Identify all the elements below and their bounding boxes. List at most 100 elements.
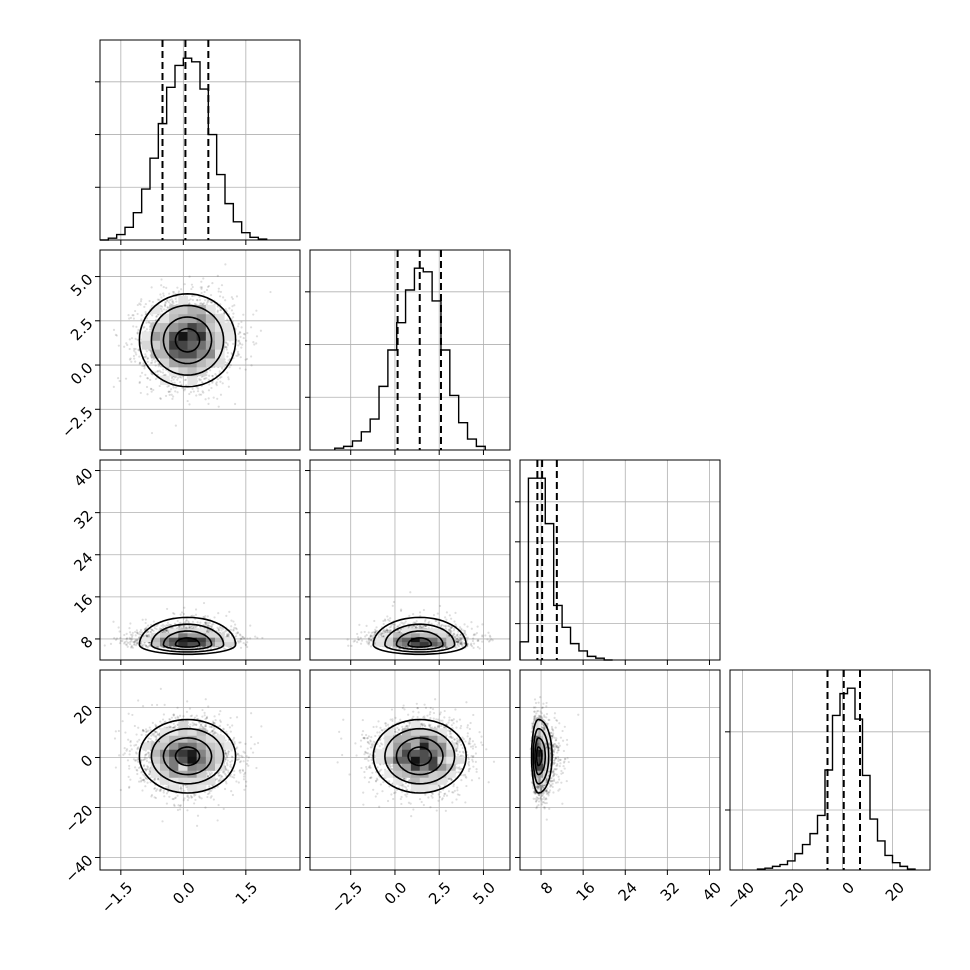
scatter-point xyxy=(246,331,249,335)
density-cell xyxy=(160,349,170,359)
scatter-point xyxy=(198,298,202,302)
panel-content xyxy=(112,263,272,435)
scatter-point xyxy=(162,294,165,297)
scatter-point xyxy=(210,301,214,304)
scatter-point xyxy=(207,389,211,392)
scatter-point xyxy=(227,633,230,636)
density-cell xyxy=(205,304,216,315)
scatter-point xyxy=(165,308,168,312)
density-cell xyxy=(205,322,216,332)
scatter-point xyxy=(229,364,232,367)
density-cell xyxy=(196,357,207,368)
scatter-point xyxy=(230,296,233,299)
density-cell xyxy=(160,340,170,350)
scatter-point xyxy=(183,626,186,629)
scatter-point xyxy=(134,639,138,642)
density-cell xyxy=(178,296,188,306)
scatter-point xyxy=(144,353,147,356)
scatter-point xyxy=(188,302,191,305)
scatter-point xyxy=(139,628,143,632)
scatter-point xyxy=(130,646,133,649)
scatter-point xyxy=(225,614,228,617)
scatter-point xyxy=(152,629,155,632)
scatter-point xyxy=(211,381,214,384)
scatter-point xyxy=(165,629,168,633)
scatter-point xyxy=(149,387,153,390)
scatter-point xyxy=(195,298,199,302)
scatter-point xyxy=(156,298,160,301)
scatter-point xyxy=(219,376,222,379)
scatter-point xyxy=(144,356,147,359)
scatter-point xyxy=(164,373,167,376)
scatter-point xyxy=(135,644,138,647)
scatter-point xyxy=(115,334,118,337)
scatter-point xyxy=(143,364,146,368)
density-cell xyxy=(169,349,179,359)
scatter-point xyxy=(133,642,136,646)
scatter-point xyxy=(138,302,141,305)
scatter-point xyxy=(202,615,205,619)
scatter-point xyxy=(207,397,210,400)
scatter-point xyxy=(206,622,209,625)
scatter-point xyxy=(199,646,202,649)
scatter-point xyxy=(148,299,151,303)
scatter-point xyxy=(201,390,204,393)
scatter-point xyxy=(160,296,163,299)
scatter-point xyxy=(143,627,147,631)
scatter-point xyxy=(146,634,150,637)
scatter-point xyxy=(236,631,240,635)
scatter-point xyxy=(219,308,222,312)
scatter-point xyxy=(183,387,187,391)
scatter-point xyxy=(130,343,133,346)
scatter-point xyxy=(237,344,240,347)
scatter-point xyxy=(203,377,206,380)
scatter-point xyxy=(189,625,193,628)
density-cell xyxy=(150,322,161,332)
scatter-point xyxy=(224,299,227,302)
scatter-point xyxy=(184,620,187,624)
scatter-point xyxy=(166,299,169,302)
scatter-point xyxy=(165,628,168,632)
density-cell xyxy=(224,322,234,332)
scatter-point xyxy=(148,325,152,328)
scatter-point xyxy=(196,299,199,302)
scatter-point xyxy=(145,634,148,637)
scatter-point xyxy=(160,646,163,649)
scatter-point xyxy=(159,370,162,374)
scatter-point xyxy=(166,629,169,632)
scatter-point xyxy=(137,332,140,335)
scatter-point xyxy=(149,623,153,627)
scatter-point xyxy=(150,372,153,375)
scatter-point xyxy=(241,343,244,346)
scatter-point xyxy=(144,373,147,376)
histogram-panel-1 xyxy=(305,249,511,455)
scatter-point xyxy=(136,312,139,316)
scatter-point xyxy=(192,390,195,393)
scatter-point xyxy=(145,634,148,638)
scatter-point xyxy=(119,636,122,640)
scatter-point xyxy=(217,290,220,293)
scatter-point xyxy=(225,635,228,638)
scatter-point xyxy=(236,631,239,634)
scatter-point xyxy=(136,332,139,335)
scatter-point xyxy=(176,286,179,289)
density-cell xyxy=(141,340,152,350)
scatter-point xyxy=(200,302,203,305)
scatter-point xyxy=(231,305,234,308)
scatter-point xyxy=(196,621,199,624)
scatter-point xyxy=(256,636,259,639)
scatter-point xyxy=(200,375,203,378)
scatter-point xyxy=(233,626,236,629)
scatter-point xyxy=(103,644,106,647)
scatter-point xyxy=(226,355,229,358)
scatter-point xyxy=(150,390,153,393)
scatter-point xyxy=(236,354,239,357)
scatter-point xyxy=(199,302,202,305)
scatter-point xyxy=(128,338,131,341)
scatter-point xyxy=(177,290,181,293)
scatter-point xyxy=(117,344,120,347)
scatter-point xyxy=(125,632,128,635)
scatter-point xyxy=(144,644,148,647)
scatter-point xyxy=(188,392,191,396)
histogram-panel-0 xyxy=(95,39,301,245)
